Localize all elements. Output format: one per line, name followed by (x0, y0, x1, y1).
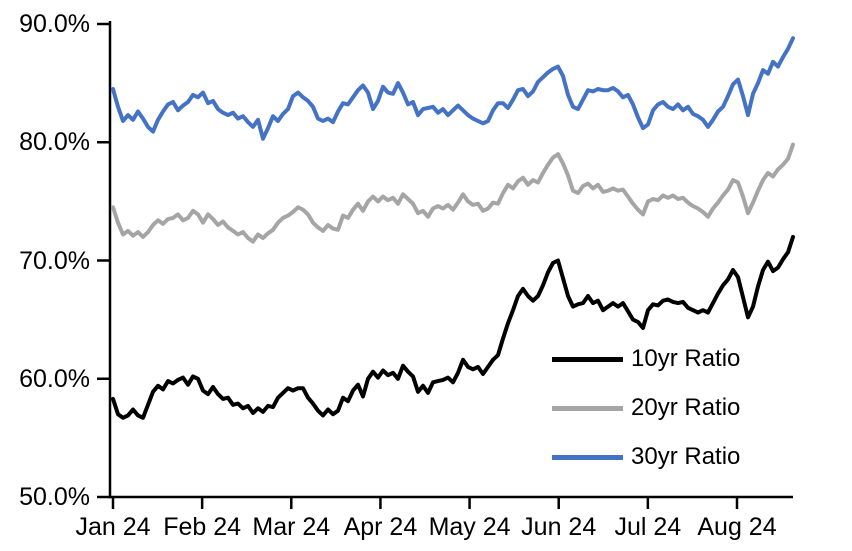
x-axis-tick-label: Jul 24 (614, 513, 682, 541)
x-axis-tick-label: Apr 24 (343, 513, 418, 541)
legend-item-20yr: 20yr Ratio (552, 394, 741, 421)
legend-swatch-30yr (552, 454, 623, 460)
legend: 10yr Ratio 20yr Ratio 30yr Ratio (552, 345, 741, 493)
y-axis-tick-label: 90.0% (19, 10, 90, 38)
y-axis-tick-label: 60.0% (19, 364, 90, 393)
legend-item-10yr: 10yr Ratio (552, 345, 741, 372)
series-line-30yr (111, 36, 795, 141)
legend-label: 20yr Ratio (631, 394, 741, 421)
x-axis-tick-label: Jun 24 (521, 513, 597, 541)
x-axis-tick-label: Jan 24 (75, 513, 151, 541)
x-axis-tick-label: Feb 24 (163, 513, 242, 541)
y-axis-tick-label: 80.0% (19, 128, 90, 157)
x-axis-tick-label: Mar 24 (252, 513, 331, 541)
series-line-20yr (111, 142, 795, 244)
legend-label: 10yr Ratio (631, 345, 741, 372)
legend-swatch-20yr (552, 405, 623, 411)
legend-swatch-10yr (552, 356, 623, 362)
y-axis-tick-label: 50.0% (19, 483, 90, 511)
x-axis-tick-label: Aug 24 (697, 513, 777, 541)
x-axis-tick-label: May 24 (428, 513, 511, 541)
legend-item-30yr: 30yr Ratio (552, 443, 741, 470)
series-line-10yr (111, 234, 795, 420)
legend-label: 30yr Ratio (631, 443, 741, 470)
y-axis-tick-label: 70.0% (19, 246, 90, 275)
